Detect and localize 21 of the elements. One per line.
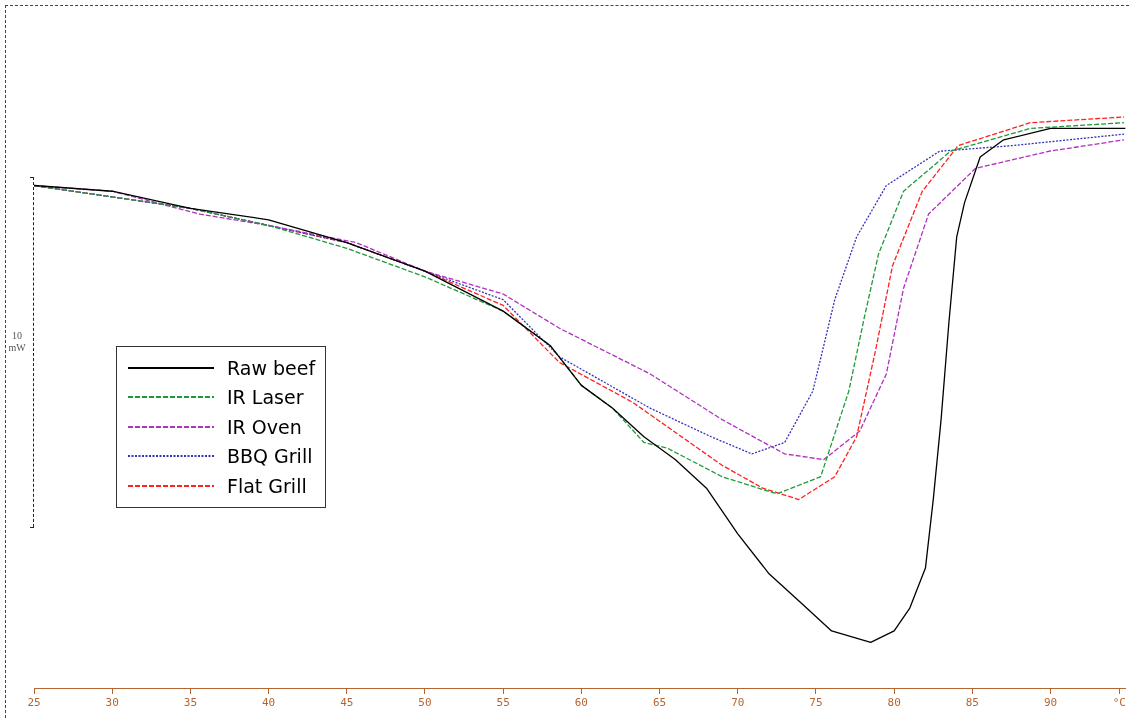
x-tick-label: °C (1112, 696, 1126, 710)
legend-label: BBQ Grill (227, 445, 313, 468)
y-axis-title: 10 mW (7, 330, 27, 354)
x-tick-label: 80 (887, 696, 901, 710)
x-tick-label: 50 (418, 696, 432, 710)
x-tick-label: 35 (183, 696, 198, 710)
x-tick-label: 75 (809, 696, 823, 710)
x-tick-label: 40 (261, 696, 276, 710)
x-tick-label: 25 (27, 696, 41, 710)
legend-label: Raw beef (227, 356, 316, 379)
legend-label: Flat Grill (227, 474, 307, 497)
legend-label: IR Oven (227, 415, 302, 438)
x-tick-label: 30 (105, 696, 119, 710)
x-tick-label: 45 (340, 696, 354, 710)
x-tick-label: 70 (731, 696, 745, 710)
x-tick-label: 55 (496, 696, 510, 710)
legend-label: IR Laser (227, 386, 304, 409)
x-tick-label: 65 (652, 696, 667, 710)
x-tick-label: 60 (574, 696, 588, 710)
x-tick-label: 85 (965, 696, 979, 710)
x-tick-label: 90 (1043, 696, 1058, 710)
